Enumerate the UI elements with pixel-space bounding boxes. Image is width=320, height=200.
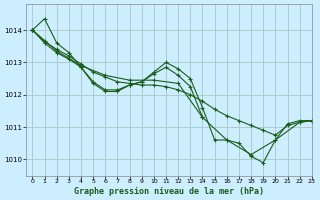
X-axis label: Graphe pression niveau de la mer (hPa): Graphe pression niveau de la mer (hPa) <box>74 187 264 196</box>
